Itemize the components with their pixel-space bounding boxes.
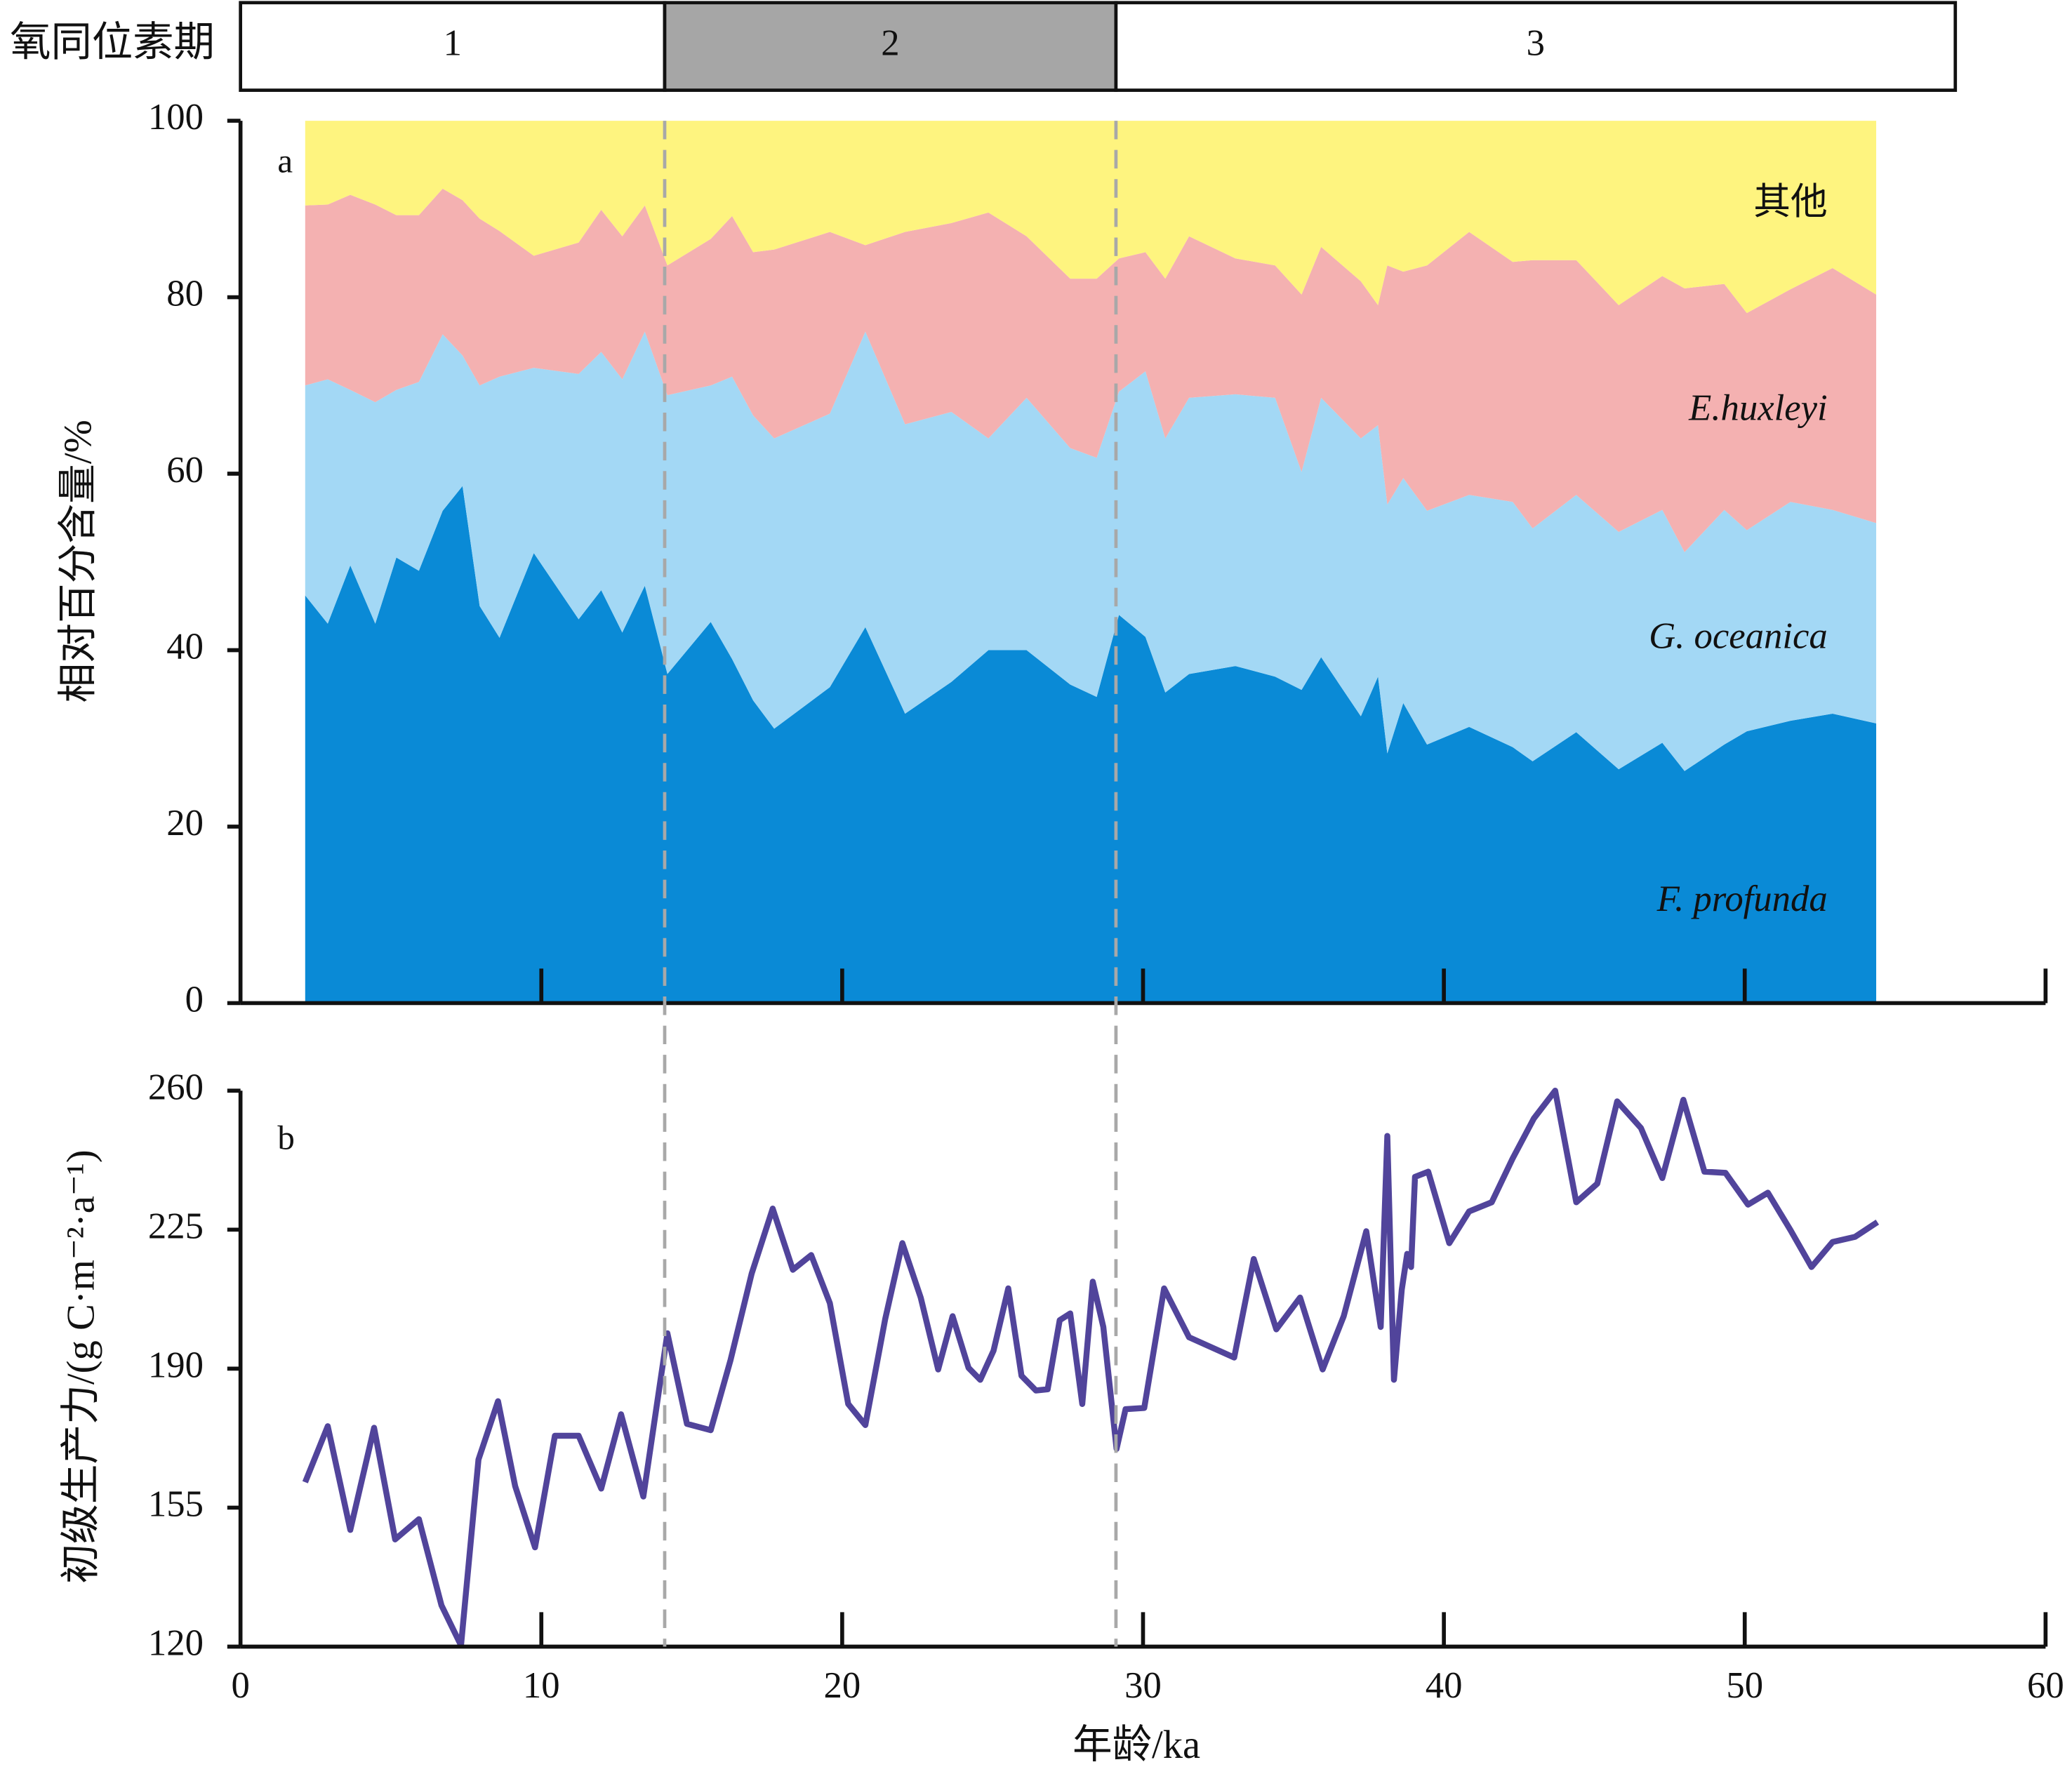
series-label: 其他 bbox=[1753, 182, 1827, 222]
y-tick-label: 40 bbox=[166, 627, 204, 667]
stage-label: 2 bbox=[881, 22, 899, 63]
x-axis-label: 年龄/ka bbox=[1072, 1723, 1200, 1767]
stage bbox=[1114, 1, 1958, 92]
series-label: G. oceanica bbox=[1649, 615, 1828, 656]
y-tick-label: 155 bbox=[148, 1483, 204, 1524]
x-tick-label: 0 bbox=[231, 1665, 249, 1706]
y-tick-label: 120 bbox=[148, 1623, 204, 1664]
y-tick-label: 80 bbox=[166, 274, 204, 314]
panel-label: a bbox=[277, 142, 293, 180]
x-tick-label: 30 bbox=[1124, 1665, 1162, 1706]
y-tick-label: 0 bbox=[185, 979, 204, 1020]
area bbox=[305, 331, 1877, 771]
y-axis-label: 相对百分含量/% bbox=[57, 420, 100, 702]
stage-title: 氧同位素期 bbox=[10, 20, 215, 65]
stage-label: 3 bbox=[1527, 22, 1545, 63]
y-axis-label: 初级生产力/(g C·m⁻²·a⁻¹) bbox=[60, 1149, 103, 1583]
y-tick-label: 100 bbox=[148, 97, 204, 138]
x-tick-label: 40 bbox=[1426, 1665, 1463, 1706]
x-tick-label: 10 bbox=[523, 1665, 560, 1706]
area bbox=[305, 121, 1877, 314]
y-tick-label: 20 bbox=[166, 803, 204, 843]
x-tick-label: 20 bbox=[824, 1665, 861, 1706]
y-tick-label: 260 bbox=[148, 1067, 204, 1107]
stage bbox=[663, 1, 1118, 92]
stage bbox=[239, 1, 667, 92]
area bbox=[305, 486, 1877, 1003]
panel-label: b bbox=[277, 1118, 294, 1156]
series-label: F. profunda bbox=[1656, 879, 1828, 919]
y-tick-label: 60 bbox=[166, 450, 204, 491]
line bbox=[302, 1087, 1880, 1649]
x-tick-label: 50 bbox=[1726, 1665, 1763, 1706]
stage-label: 1 bbox=[444, 22, 462, 63]
y-tick-label: 190 bbox=[148, 1345, 204, 1385]
y-tick-label: 225 bbox=[148, 1206, 204, 1246]
x-tick-label: 60 bbox=[2027, 1665, 2064, 1706]
area bbox=[305, 188, 1877, 552]
series-label: E.huxleyi bbox=[1688, 387, 1828, 428]
